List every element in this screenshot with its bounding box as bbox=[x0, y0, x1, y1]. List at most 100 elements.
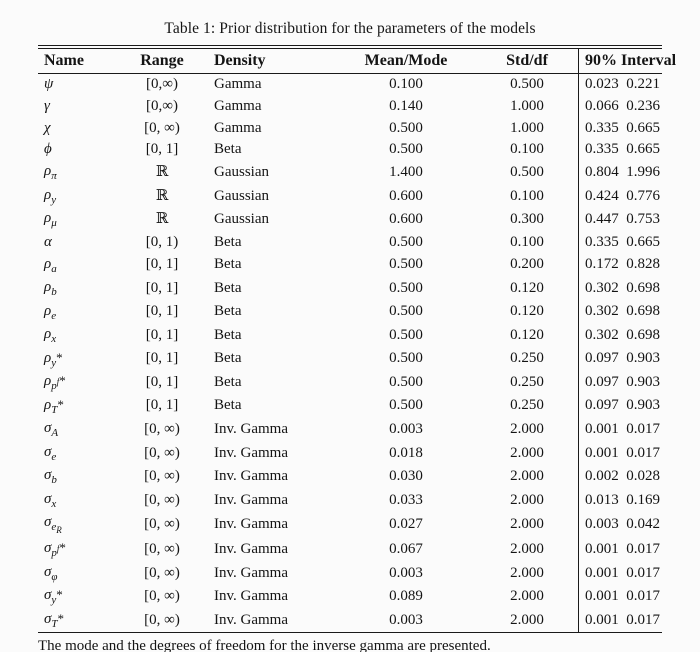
header-density: Density bbox=[208, 45, 336, 74]
param-density: Beta bbox=[214, 350, 242, 367]
param-density: Inv. Gamma bbox=[214, 444, 289, 461]
param-name: α bbox=[44, 233, 52, 250]
param-std-df: 0.100 bbox=[476, 184, 579, 209]
interval-lower: 0.001 bbox=[585, 444, 619, 461]
param-range: [0, 1] bbox=[145, 141, 179, 158]
interval-upper: 0.017 bbox=[626, 588, 660, 605]
param-name: ρe bbox=[44, 302, 57, 322]
param-std-df: 2.000 bbox=[476, 561, 579, 586]
param-mean-mode: 0.018 bbox=[389, 444, 423, 461]
param-std-df: 0.250 bbox=[476, 371, 579, 395]
interval-upper: 0.698 bbox=[626, 303, 660, 320]
interval-upper: 0.665 bbox=[626, 119, 660, 136]
interval-upper: 0.828 bbox=[626, 256, 660, 273]
table-row: σT* [0, ∞) Inv. Gamma 0.003 2.000 0.001 0.017 bbox=[38, 608, 662, 633]
param-density: Gaussian bbox=[214, 211, 269, 228]
table-row: ϕ [0, 1] Beta 0.500 0.100 0.335 0.665 bbox=[38, 139, 662, 162]
param-name: ρπ bbox=[44, 163, 57, 183]
param-range: [0, 1) bbox=[145, 233, 179, 250]
interval-lower: 0.302 bbox=[585, 326, 619, 343]
param-range: [0, 1] bbox=[145, 397, 179, 414]
table-row: σe [0, ∞) Inv. Gamma 0.018 2.000 0.001 0.017 bbox=[38, 441, 662, 466]
interval-upper: 0.753 bbox=[626, 211, 660, 228]
param-range: [0, ∞) bbox=[144, 564, 180, 581]
param-name: ρy* bbox=[44, 349, 63, 369]
param-mean-mode: 0.500 bbox=[389, 256, 423, 273]
param-density: Inv. Gamma bbox=[214, 468, 289, 485]
param-name: ρy bbox=[44, 186, 57, 206]
param-mean-mode: 0.500 bbox=[389, 350, 423, 367]
param-std-df: 0.500 bbox=[476, 161, 579, 185]
interval-lower: 0.097 bbox=[585, 373, 619, 390]
interval-lower: 0.424 bbox=[585, 187, 619, 204]
param-std-df: 1.000 bbox=[476, 95, 579, 118]
param-range: [0, ∞) bbox=[144, 444, 180, 461]
param-std-df: 0.100 bbox=[476, 231, 579, 254]
table-row: χ [0, ∞) Gamma 0.500 1.000 0.335 0.665 bbox=[38, 117, 662, 140]
interval-lower: 0.001 bbox=[585, 611, 619, 628]
param-mean-mode: 0.003 bbox=[389, 564, 423, 581]
param-density: Gamma bbox=[214, 76, 262, 92]
table-row: σy* [0, ∞) Inv. Gamma 0.089 2.000 0.001 0.017 bbox=[38, 585, 662, 609]
param-mean-mode: 0.500 bbox=[389, 279, 423, 296]
param-density: Beta bbox=[214, 326, 242, 343]
interval-lower: 0.003 bbox=[585, 516, 619, 533]
header-std-df: Std/df bbox=[476, 45, 579, 74]
param-mean-mode: 0.500 bbox=[389, 397, 423, 414]
table-row: α [0, 1) Beta 0.500 0.100 0.335 0.665 bbox=[38, 231, 662, 254]
interval-lower: 0.013 bbox=[585, 491, 619, 508]
table-row: σb [0, ∞) Inv. Gamma 0.030 2.000 0.002 0.028 bbox=[38, 465, 662, 489]
interval-upper: 0.017 bbox=[626, 541, 660, 558]
param-name: ρb bbox=[44, 279, 57, 299]
table-row: σA [0, ∞) Inv. Gamma 0.003 2.000 0.001 0.017 bbox=[38, 418, 662, 442]
interval-lower: 0.023 bbox=[585, 76, 619, 92]
param-range: [0, 1] bbox=[145, 279, 179, 296]
table-caption: Table 1: Prior distribution for the para… bbox=[164, 20, 536, 37]
table-row: ρb [0, 1] Beta 0.500 0.120 0.302 0.698 bbox=[38, 277, 662, 301]
param-mean-mode: 0.033 bbox=[389, 491, 423, 508]
interval-lower: 0.066 bbox=[585, 97, 619, 114]
param-mean-mode: 0.100 bbox=[389, 76, 423, 92]
interval-upper: 0.698 bbox=[626, 326, 660, 343]
table-row: ρa [0, 1] Beta 0.500 0.200 0.172 0.828 bbox=[38, 253, 662, 278]
param-name: χ bbox=[44, 119, 51, 136]
interval-upper: 0.169 bbox=[626, 491, 660, 508]
header-mean-mode: Mean/Mode bbox=[336, 45, 476, 74]
param-name: σb bbox=[44, 467, 57, 487]
prior-distribution-table: Name Range Density Mean/Mode Std/df 90% … bbox=[38, 45, 676, 634]
param-mean-mode: 0.140 bbox=[389, 97, 423, 114]
param-range: [0, ∞) bbox=[144, 611, 180, 628]
param-name: σA bbox=[44, 420, 59, 440]
table-row: ρe [0, 1] Beta 0.500 0.120 0.302 0.698 bbox=[38, 300, 662, 325]
interval-upper: 0.017 bbox=[626, 564, 660, 581]
param-range: [0, 1] bbox=[145, 326, 179, 343]
param-name: σy* bbox=[44, 587, 63, 607]
interval-lower: 0.097 bbox=[585, 350, 619, 367]
param-std-df: 0.500 bbox=[476, 73, 579, 96]
interval-upper: 0.236 bbox=[626, 97, 660, 114]
param-range: [0, 1] bbox=[145, 256, 179, 273]
param-density: Inv. Gamma bbox=[214, 564, 289, 581]
param-std-df: 0.200 bbox=[476, 253, 579, 278]
table-row: ρx [0, 1] Beta 0.500 0.120 0.302 0.698 bbox=[38, 324, 662, 348]
table-header: Name Range Density Mean/Mode Std/df 90% … bbox=[38, 45, 676, 74]
interval-upper: 0.665 bbox=[626, 141, 660, 158]
interval-lower: 0.302 bbox=[585, 279, 619, 296]
param-std-df: 0.120 bbox=[476, 324, 579, 348]
param-std-df: 2.000 bbox=[476, 418, 579, 442]
interval-lower: 0.001 bbox=[585, 564, 619, 581]
interval-lower: 0.447 bbox=[585, 211, 619, 228]
header-90-interval: 90% Interval bbox=[578, 45, 676, 74]
param-density: Beta bbox=[214, 141, 242, 158]
interval-lower: 0.097 bbox=[585, 397, 619, 414]
param-range: [0, 1] bbox=[145, 303, 179, 320]
param-std-df: 2.000 bbox=[476, 585, 579, 609]
param-mean-mode: 0.003 bbox=[389, 421, 423, 437]
param-density: Inv. Gamma bbox=[214, 491, 289, 508]
param-range: [0, ∞) bbox=[144, 421, 180, 437]
param-std-df: 2.000 bbox=[476, 538, 579, 562]
interval-upper: 0.903 bbox=[626, 397, 660, 414]
param-range: [0,∞) bbox=[146, 76, 178, 92]
interval-upper: 0.665 bbox=[626, 233, 660, 250]
